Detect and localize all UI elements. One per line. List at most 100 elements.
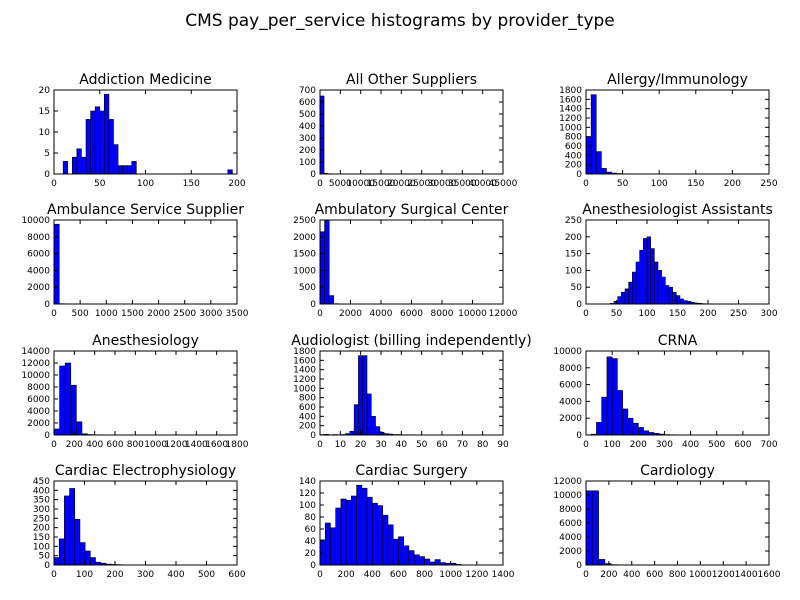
histogram-bar [635,261,640,305]
y-tick-label: 1200 [559,114,582,124]
x-tick-label: 500 [708,440,725,450]
histogram-bar [81,156,87,175]
histogram-bar [585,490,593,566]
histogram-bar [94,106,101,175]
y-tick-label: 150 [565,250,582,260]
y-tick-label: 400 [299,412,316,422]
histogram-bar [377,505,384,566]
histogram-bar [596,422,602,436]
x-tick-label: 1000 [439,570,462,580]
histogram-bar [424,558,431,566]
histogram-bar [126,165,133,175]
axes-frame [319,89,504,175]
histogram-bar [362,355,368,436]
histogram-bar [84,550,91,566]
x-tick-label: 100 [76,570,93,580]
x-tick-label: 100 [137,179,154,189]
histogram-bar [74,518,81,566]
x-tick-label: 50 [94,179,106,189]
histogram-bar [675,295,681,305]
x-tick-label: 20 [355,440,367,450]
y-tick-label: 1800 [559,86,582,96]
y-tick-label: 200 [299,422,316,432]
histogram-panel: CRNA 0 100 200 300 400 500 600 700 0 2000 4000 6000 8… [553,333,777,450]
histogram-bar [356,484,363,566]
histogram-bar [340,498,347,566]
histogram-bar [59,365,66,436]
y-tick-label: 2000 [559,414,582,424]
histogram-bar [366,496,373,566]
y-tick-label: 0 [44,300,50,310]
histogram-panel: Cardiac Electrophysiology 0 100 200 300 400 50… [33,463,246,580]
y-tick-label: 200 [565,161,582,171]
y-tick-label: 500 [299,110,316,120]
x-tick-label: 1000 [144,440,167,450]
x-tick-label: 0 [51,570,57,580]
histogram-bar [53,223,60,305]
panel-title: Cardiology [640,463,715,479]
panel-title: Cardiac Electrophysiology [55,463,236,479]
y-tick-label: 1000 [293,384,316,394]
histogram-bar [664,285,670,305]
histogram-bar [606,356,613,436]
y-tick-label: 700 [299,86,316,96]
x-tick-label: 2000 [339,309,362,319]
x-tick-label: 200 [228,179,245,189]
y-tick-label: 20 [39,86,51,96]
histogram-bar [413,554,420,566]
y-tick-label: 300 [299,134,316,144]
histogram-bar [679,298,684,305]
x-tick-label: 1400 [185,440,208,450]
x-tick-label: 0 [583,179,589,189]
histogram-bar [76,421,83,436]
y-tick-label: 0 [310,431,316,441]
x-tick-label: 100 [651,179,668,189]
y-tick-label: 800 [565,133,582,143]
histogram-panel: Audiologist (billing independently) 0 10 20… [291,333,532,450]
x-tick-label: 150 [669,309,686,319]
histogram-bar [668,286,673,305]
histogram-bar [108,119,114,175]
histogram-bar [328,295,335,305]
histogram-bar [621,291,626,305]
x-tick-label: 250 [730,309,747,319]
x-tick-label: 1000 [689,570,712,580]
x-tick-label: 60 [436,440,448,450]
histogram-bar [611,358,618,436]
y-tick-label: 10000 [553,491,582,501]
y-tick-label: 0 [44,561,50,571]
x-tick-label: 400 [364,570,381,580]
x-tick-label: 150 [687,179,704,189]
y-tick-label: 1000 [293,266,316,276]
histogram-bar [370,416,376,436]
x-tick-label: 200 [699,309,716,319]
x-tick-label: 30000 [428,179,457,189]
histogram-bar [330,527,336,566]
panel-title: Cardiac Surgery [355,463,467,479]
x-tick-label: 50 [617,179,629,189]
histogram-bar [227,169,233,175]
histogram-bar [64,362,72,436]
histogram-bar [601,168,607,175]
y-tick-label: 1000 [559,123,582,133]
x-tick-label: 1200 [465,570,488,580]
x-tick-label: 3000 [199,309,222,319]
y-tick-label: 100 [299,501,316,511]
histogram-bar [632,271,637,305]
histogram-bar [69,488,76,566]
panel-title: Anesthesiology [92,333,199,349]
y-tick-label: 6000 [559,519,582,529]
x-tick-label: 200 [724,179,741,189]
y-tick-label: 400 [33,486,50,496]
y-tick-label: 5 [44,149,50,159]
axes-frame [585,89,770,175]
x-tick-label: 200 [66,440,83,450]
x-tick-label: 0 [51,440,57,450]
x-tick-label: 15000 [367,179,396,189]
y-tick-label: 2000 [293,233,316,243]
y-tick-label: 0 [310,170,316,180]
x-tick-label: 600 [390,570,407,580]
y-tick-label: 800 [299,394,316,404]
